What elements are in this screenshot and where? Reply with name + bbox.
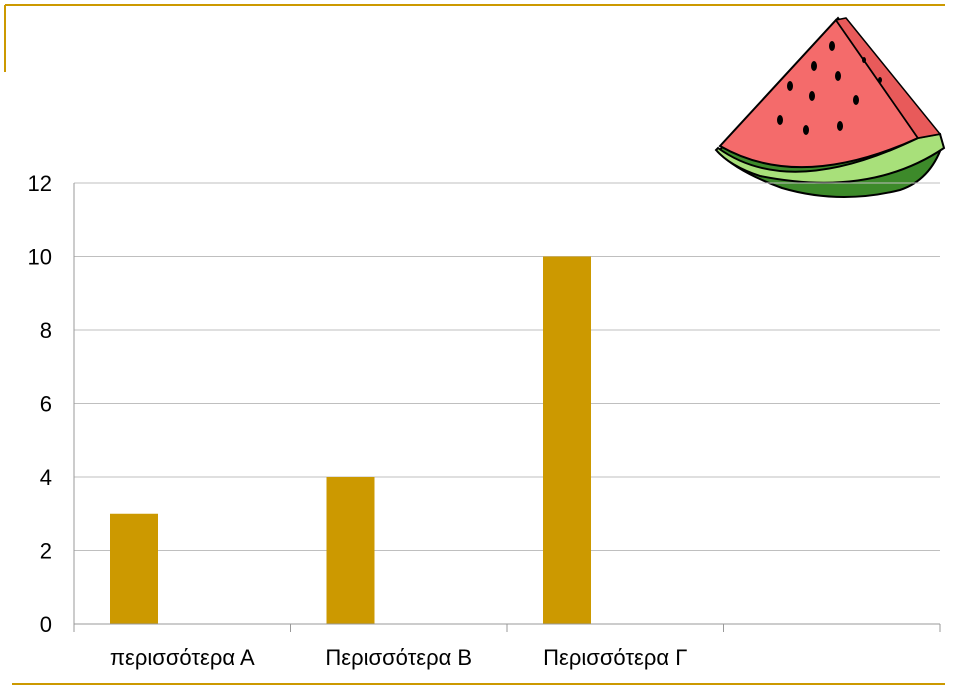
y-tick-labels: 0 2 4 6 8 10 12	[28, 171, 52, 637]
x-category-label: Περισσότερα Β	[325, 645, 472, 670]
gridlines	[74, 182, 940, 551]
y-tick-label: 6	[40, 392, 52, 417]
bar	[326, 477, 375, 624]
y-tick-label: 8	[40, 318, 52, 343]
x-category-label: περισσότερα Α	[110, 645, 255, 670]
x-category-labels: περισσότερα Α Περισσότερα Β Περισσότερα Γ	[110, 645, 687, 670]
bar	[110, 513, 158, 624]
x-category-label: Περισσότερα Γ	[543, 645, 687, 670]
y-tick-label: 2	[40, 539, 52, 564]
y-tick-label: 12	[28, 171, 52, 196]
y-tick-label: 4	[40, 465, 52, 490]
y-tick-label: 10	[28, 245, 52, 270]
bar	[543, 256, 591, 624]
y-tick-label: 0	[40, 612, 52, 637]
watermelon-slice-icon	[714, 16, 946, 199]
bars	[110, 256, 591, 624]
axes	[73, 183, 941, 632]
